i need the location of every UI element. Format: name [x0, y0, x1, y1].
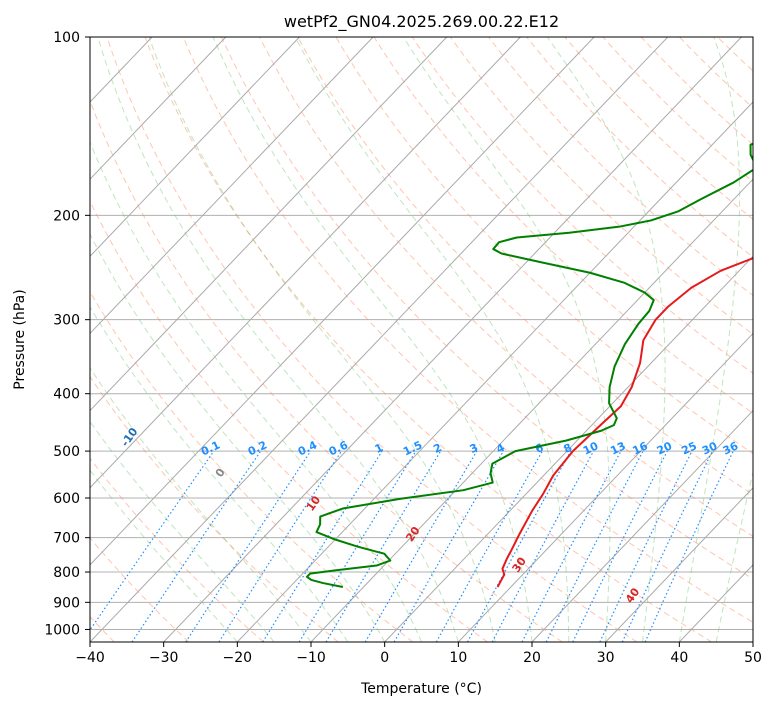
y-tick-label: 1000	[44, 622, 80, 638]
mixing-ratio-line	[545, 450, 644, 642]
x-tick-label: −10	[296, 650, 326, 666]
dry-adiabat-label: -20	[32, 385, 54, 409]
mixing-ratio-line	[131, 450, 262, 642]
dry-adiabat	[106, 37, 638, 642]
moist-adiabat	[715, 469, 753, 642]
moist-adiabat	[90, 305, 349, 642]
isotherm-line	[0, 37, 5, 642]
dry-adiabat	[449, 37, 753, 335]
plot-area	[90, 37, 753, 642]
mixing-ratio-label: 13	[608, 439, 627, 457]
dry-adiabats	[90, 37, 753, 642]
x-tick-label: 50	[744, 650, 762, 666]
dry-adiabat	[90, 200, 488, 642]
mixing-ratio-line	[572, 450, 668, 642]
dry-adiabat	[220, 37, 753, 580]
mixing-ratio-line	[90, 450, 215, 632]
x-tick-label: 20	[523, 650, 541, 666]
mixing-ratio-line	[435, 450, 543, 642]
profile-lines	[305, 142, 753, 589]
moist-adiabat	[402, 37, 611, 642]
plot-background	[90, 37, 753, 642]
isotherm-line	[163, 37, 742, 642]
y-tick-label: 300	[53, 313, 80, 329]
mixing-ratio-label: 10	[581, 439, 601, 457]
mixing-ratio-line	[218, 450, 343, 642]
x-tick-label: −40	[75, 650, 105, 666]
dewpoint-profile	[305, 142, 753, 589]
y-tick-label: 200	[53, 208, 80, 224]
isotherm-line	[90, 37, 300, 258]
y-tick-label: 600	[53, 491, 80, 507]
dry-adiabat	[90, 99, 563, 642]
mixing-ratio-label: 30	[700, 439, 720, 457]
moist-adiabats	[90, 37, 753, 642]
x-tick-label: 40	[670, 650, 688, 666]
dry-adiabat	[487, 37, 753, 297]
y-tick-label: 500	[53, 444, 80, 460]
dry-adiabat	[90, 457, 264, 642]
x-tick-label: 30	[597, 650, 615, 666]
moist-adiabat	[90, 469, 238, 642]
isotherm-line	[90, 37, 448, 412]
isotherms	[0, 37, 753, 642]
y-tick-label: 800	[53, 565, 80, 581]
dry-adiabat	[90, 537, 190, 642]
grid-lines	[90, 37, 753, 630]
isotherm-line	[236, 101, 753, 642]
x-tick-label: −20	[223, 650, 253, 666]
isotherm-line	[90, 37, 374, 335]
temperature-profile	[496, 257, 753, 588]
moist-adiabat	[678, 37, 741, 642]
y-tick-label: 700	[53, 531, 80, 547]
plot-frame	[89, 36, 754, 643]
isotherm-line	[752, 641, 753, 642]
moist-adiabat	[294, 37, 570, 642]
mixing-ratio-label: 25	[679, 439, 698, 457]
mixing-ratio-label: 20	[655, 439, 675, 457]
mixing-ratio-line	[491, 450, 595, 642]
isotherm-line	[457, 332, 753, 642]
moist-adiabat	[90, 420, 275, 642]
isotherm-line	[531, 409, 753, 642]
mixing-ratio-line	[298, 450, 417, 642]
mixing-ratio-label: 36	[721, 439, 741, 457]
moist-adiabat	[212, 37, 533, 642]
x-tick-label: 10	[449, 650, 467, 666]
isotherm-line	[605, 487, 753, 642]
isotherm-line	[90, 37, 227, 180]
moist-adiabat	[546, 37, 666, 642]
mixing-ratio-line	[466, 450, 572, 642]
y-tick-label: 100	[53, 30, 80, 46]
dry-adiabat	[144, 37, 712, 642]
mixing-ratio-lines	[90, 450, 734, 642]
moist-adiabat	[90, 140, 422, 642]
moist-adiabat	[90, 233, 386, 642]
isotherm-line	[90, 37, 595, 566]
chart-title: wetPf2_GN04.2025.269.00.22.E12	[284, 12, 559, 32]
isotherm-line	[90, 37, 521, 489]
x-tick-label: −30	[149, 650, 179, 666]
isotherm-line	[310, 178, 753, 642]
y-axis-label: Pressure (hPa)	[12, 289, 28, 389]
dry-adiabat	[297, 37, 753, 496]
isotherm-line	[90, 37, 669, 642]
x-axis-label: Temperature (°C)	[360, 681, 482, 697]
mixing-ratio-label: 16	[631, 439, 651, 457]
x-tick-label: 0	[380, 650, 389, 666]
y-tick-label: 900	[53, 595, 80, 611]
moist-adiabat	[97, 37, 459, 642]
dry-adiabat	[259, 37, 753, 537]
axes: −40 −30 −20 −10 0 10 20 30 40 50 100 200 300 400 500 60…	[44, 30, 762, 666]
isotherm-line	[384, 255, 753, 642]
y-tick-label: 400	[53, 387, 80, 403]
mixing-ratio-line	[185, 450, 312, 642]
moist-adiabat	[148, 37, 496, 642]
